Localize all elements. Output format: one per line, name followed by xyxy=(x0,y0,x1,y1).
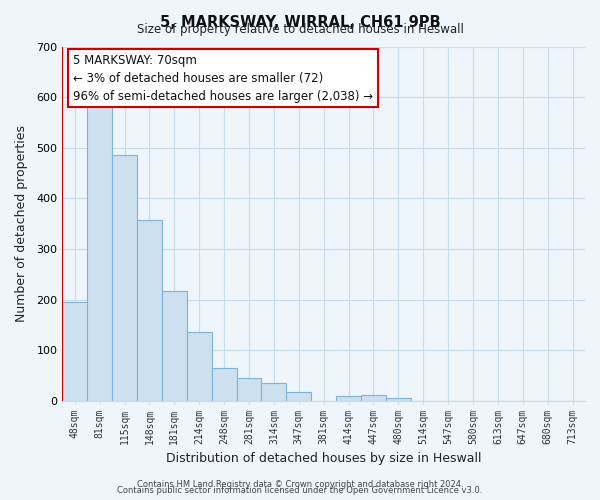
Bar xyxy=(262,383,286,401)
Text: 5, MARKSWAY, WIRRAL, CH61 9PB: 5, MARKSWAY, WIRRAL, CH61 9PB xyxy=(160,15,440,30)
Bar xyxy=(112,156,137,401)
Bar xyxy=(87,107,112,401)
Y-axis label: Number of detached properties: Number of detached properties xyxy=(15,125,28,322)
Bar xyxy=(212,368,236,401)
Bar xyxy=(162,292,187,401)
Bar xyxy=(187,332,212,401)
Bar xyxy=(386,398,411,401)
Bar xyxy=(286,392,311,401)
Bar xyxy=(137,220,162,401)
Text: Size of property relative to detached houses in Heswall: Size of property relative to detached ho… xyxy=(137,22,463,36)
Text: Contains public sector information licensed under the Open Government Licence v3: Contains public sector information licen… xyxy=(118,486,482,495)
Bar xyxy=(336,396,361,401)
X-axis label: Distribution of detached houses by size in Heswall: Distribution of detached houses by size … xyxy=(166,452,481,465)
Bar xyxy=(361,394,386,401)
Bar xyxy=(62,302,87,401)
Text: 5 MARKSWAY: 70sqm
← 3% of detached houses are smaller (72)
96% of semi-detached : 5 MARKSWAY: 70sqm ← 3% of detached house… xyxy=(73,54,373,102)
Bar xyxy=(236,378,262,401)
Text: Contains HM Land Registry data © Crown copyright and database right 2024.: Contains HM Land Registry data © Crown c… xyxy=(137,480,463,489)
